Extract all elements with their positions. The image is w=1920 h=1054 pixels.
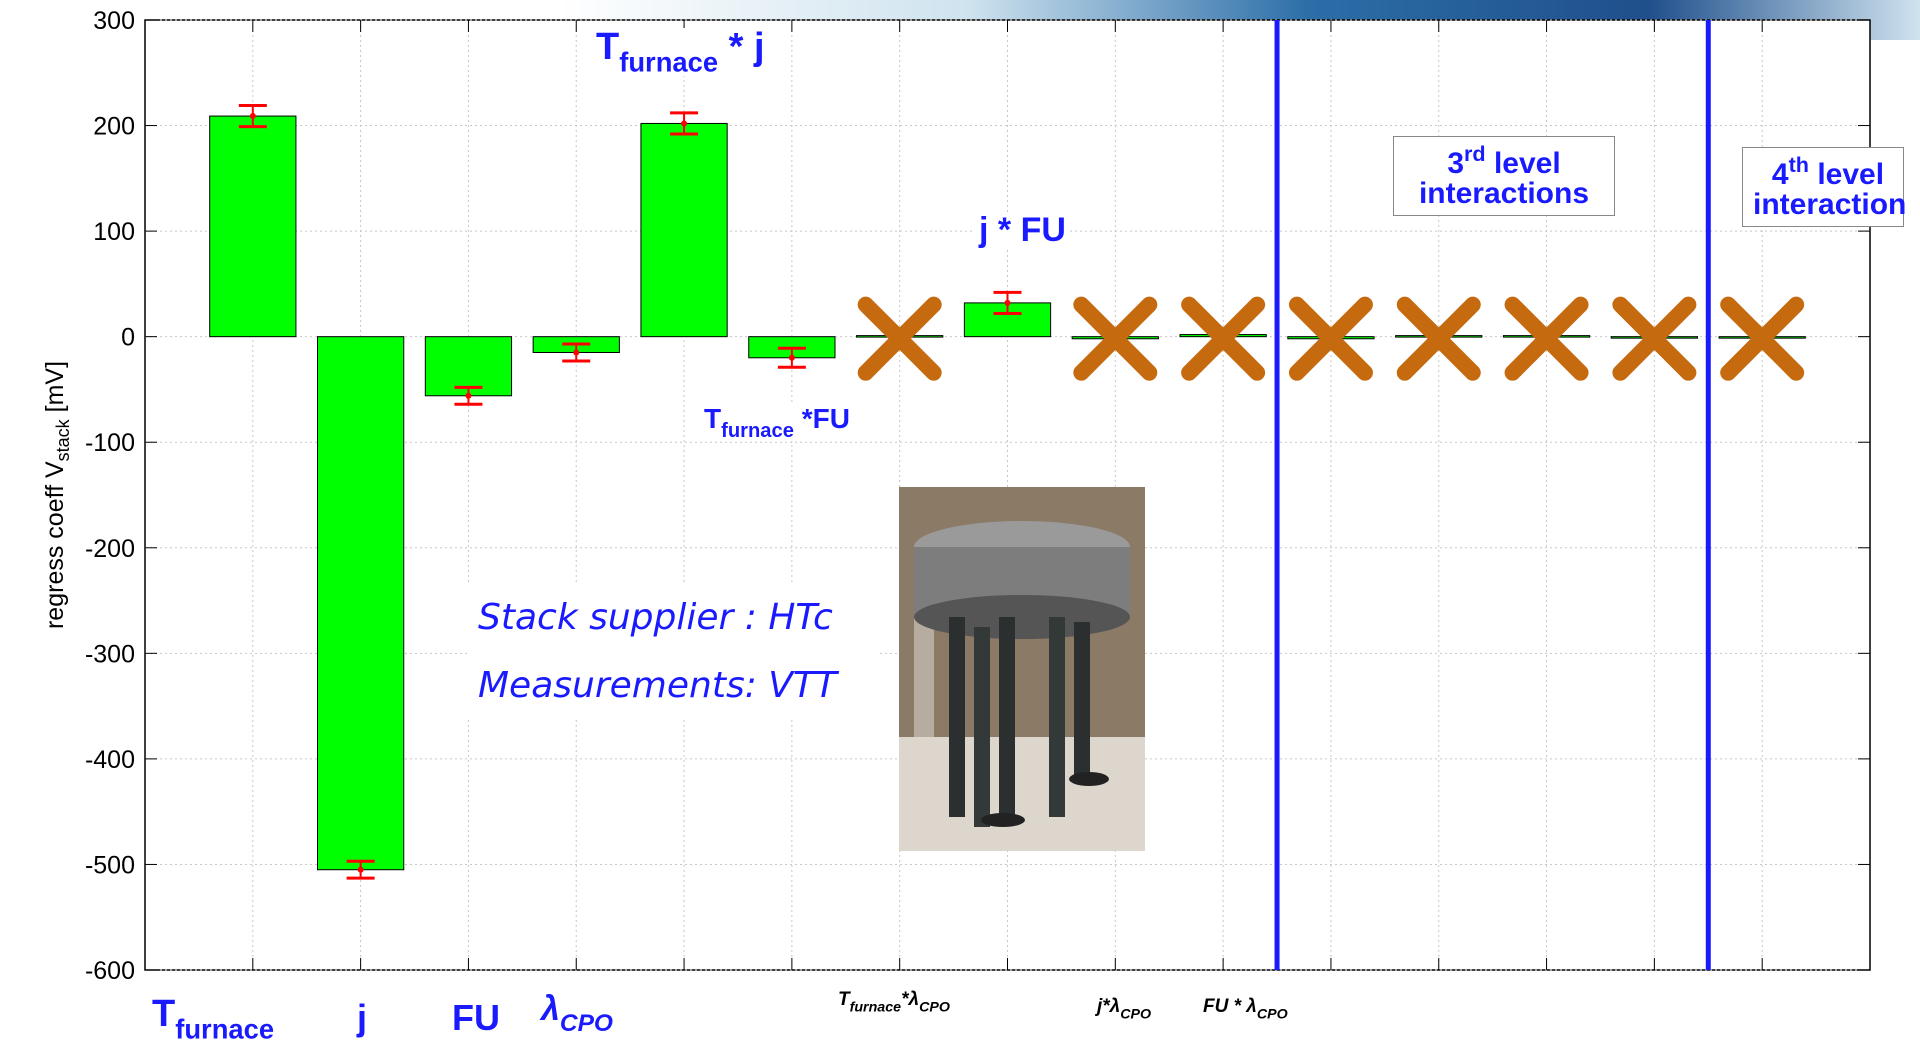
cross-mark	[1181, 296, 1266, 381]
cross-mark	[1396, 296, 1481, 381]
note-box: Stack supplier : HTc Measurements: VTT	[468, 584, 878, 720]
y-axis-label-main: regress coeff V	[41, 461, 69, 629]
cross-mark	[1612, 296, 1697, 381]
cross-stroke	[857, 296, 942, 381]
y-tick-label: -400	[85, 746, 135, 774]
y-axis-label-sub: stack	[53, 418, 73, 461]
error-bar-point	[1004, 299, 1011, 306]
cross-stroke	[1720, 296, 1805, 381]
x-label-tfurnace-lambda: Tfurnace*λCPO	[838, 989, 950, 1016]
y-tick-label: -500	[85, 851, 135, 879]
cross-mark	[1288, 296, 1373, 381]
error-bar-point	[681, 120, 688, 127]
cross-marks	[857, 296, 1805, 381]
cross-stroke	[1073, 296, 1158, 381]
stack-photo	[899, 487, 1145, 851]
cross-stroke	[1288, 296, 1373, 381]
cross-stroke	[1504, 296, 1589, 381]
bar	[317, 336, 405, 871]
y-tick-label: -200	[85, 535, 135, 563]
note-measurements: Measurements: VTT	[478, 665, 837, 706]
y-tick-label: -600	[85, 957, 135, 985]
cross-stroke	[1396, 296, 1481, 381]
label-tfurnace-j: Tfurnace * j	[592, 28, 769, 76]
y-tick-label: 200	[93, 113, 135, 141]
error-bar-point	[573, 349, 580, 356]
x-label-fu: FU	[452, 997, 500, 1038]
x-label-fu-lambda: FU * λCPO	[1203, 996, 1288, 1023]
cross-stroke	[1612, 296, 1697, 381]
error-bar-point	[465, 392, 472, 399]
y-tick-label: 100	[93, 218, 135, 246]
y-tick-labels: 300 200 100 0 -100 -200 -300 -400 -500 -600	[85, 7, 135, 985]
y-tick-label: -100	[85, 429, 135, 457]
cross-mark	[1504, 296, 1589, 381]
label-j-fu: j * FU	[975, 213, 1070, 247]
cross-mark	[1720, 296, 1805, 381]
note-supplier: Stack supplier : HTc	[478, 597, 833, 638]
fourth-level-box: 4th level interaction	[1742, 147, 1906, 227]
error-bar-point	[357, 866, 364, 873]
y-tick-label: 0	[121, 324, 135, 352]
x-label-lambda: λCPO	[541, 990, 613, 1038]
label-tfurnace-fu: Tfurnace *FU	[700, 405, 854, 442]
cross-mark	[1073, 296, 1158, 381]
bars	[209, 115, 1806, 871]
level-separators	[1274, 20, 1711, 970]
y-axis-label: regress coeff Vstack [mV]	[41, 361, 73, 629]
y-tick-label: 300	[93, 7, 135, 35]
y-axis-label-unit: [mV]	[41, 361, 69, 419]
x-label-j: j	[357, 997, 368, 1038]
bar	[209, 115, 297, 338]
cross-mark	[857, 296, 942, 381]
error-bar-point	[788, 354, 795, 361]
third-level-box: 3rd level interactions	[1393, 136, 1615, 216]
y-tick-label: -300	[85, 640, 135, 668]
bar	[640, 122, 728, 338]
cross-stroke	[1181, 296, 1266, 381]
error-bar-point	[249, 113, 256, 120]
x-label-j-lambda: j*λCPO	[1097, 996, 1152, 1023]
x-label-tfurnace: Tfurnace	[152, 993, 275, 1045]
